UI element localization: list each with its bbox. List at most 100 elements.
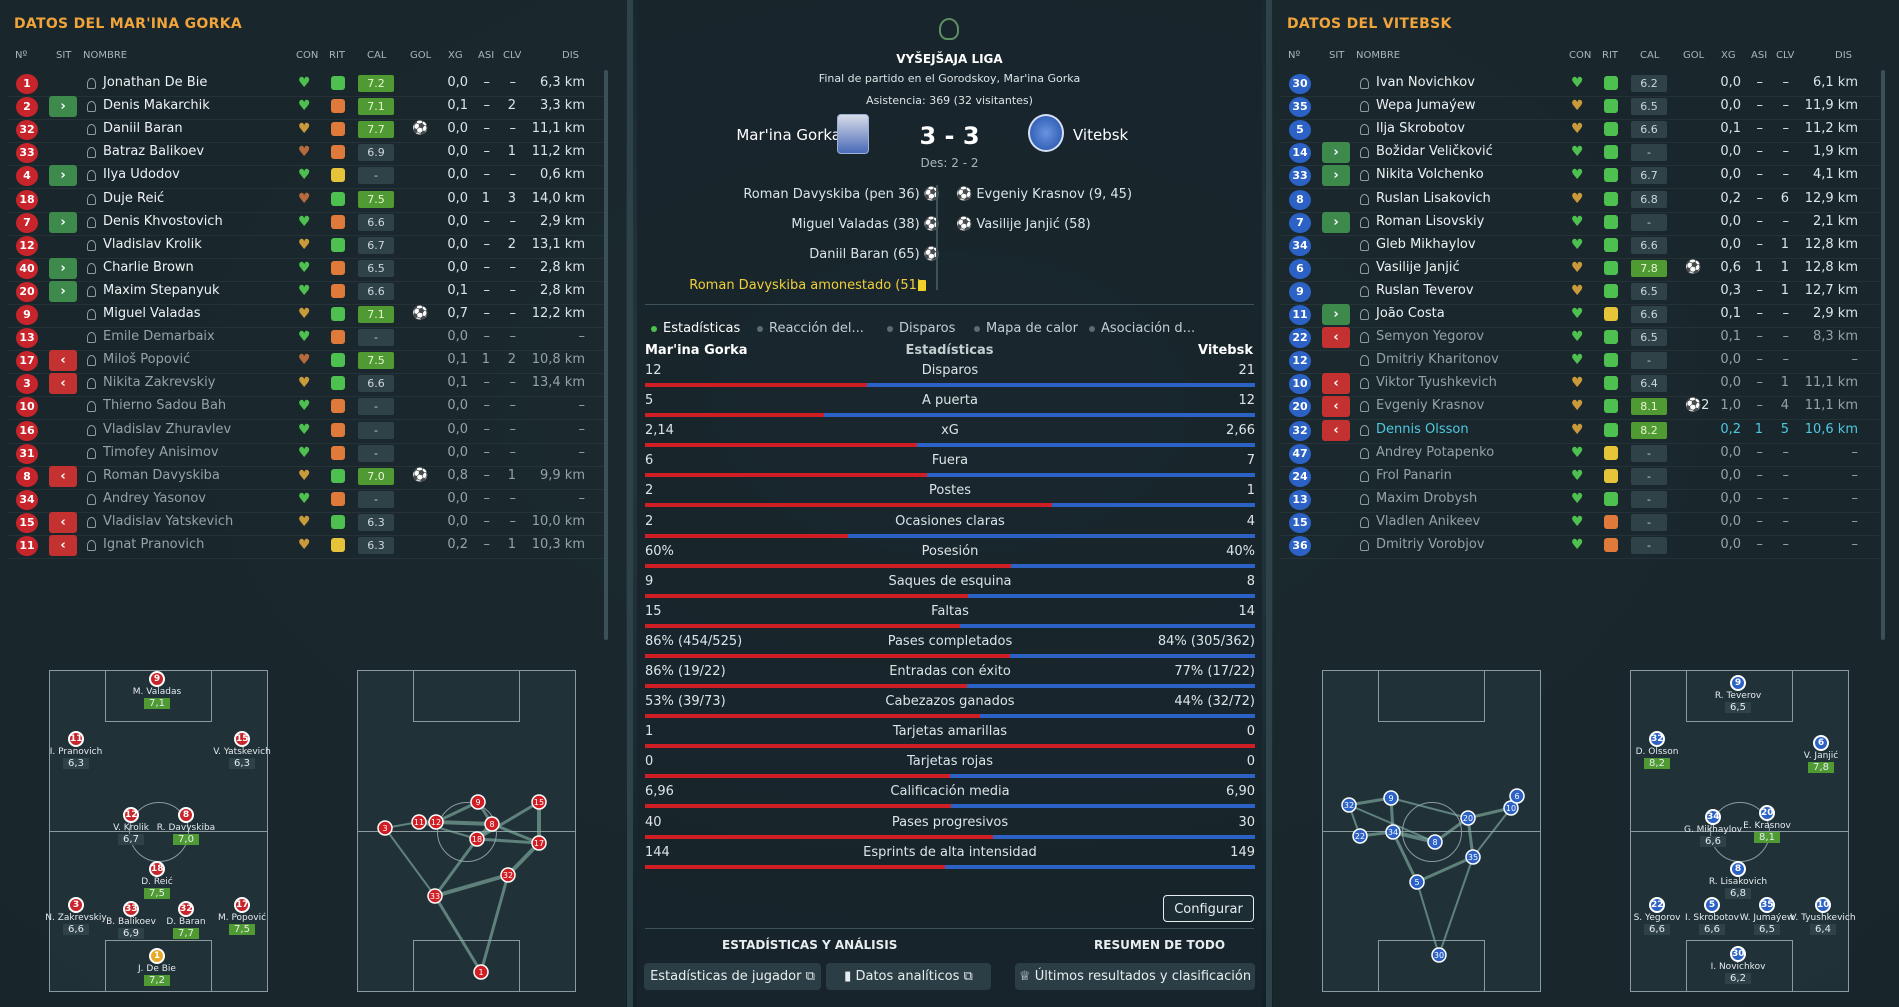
table-row[interactable]: 18 Duje Reić ♥ 7.5 0,0 1 3 14,0 km — [0, 186, 620, 214]
table-row[interactable]: 34 Andrey Yasonov ♥ -0,0– – – — [0, 486, 620, 514]
formation-player[interactable]: 32 D. Olsson 8,2 — [1617, 731, 1697, 769]
analytics-data-button[interactable]: ▮ Datos analíticos ⧉ — [826, 963, 991, 990]
player-name[interactable]: Denis Khvostovich — [103, 213, 223, 229]
player-name[interactable]: Jonathan De Bie — [103, 75, 208, 90]
network-node[interactable]: 34 — [1385, 824, 1401, 840]
table-row[interactable]: 7 › Denis Khvostovich ♥ 6.6 0,0– –2,9 km — [0, 209, 620, 237]
player-name[interactable]: Emile Demarbaix — [103, 329, 215, 345]
player-name[interactable]: Vladislav Yatskevich — [103, 513, 234, 529]
player-name[interactable]: Miguel Valadas — [103, 306, 201, 321]
col-no[interactable]: Nº — [15, 50, 28, 61]
player-name[interactable]: Timofey Anisimov — [103, 444, 219, 460]
formation-player[interactable]: 3 N. Zakrevskiy 6,6 — [36, 897, 116, 935]
col-gol[interactable]: GOL — [410, 50, 432, 61]
table-row[interactable]: 15 Vladlen Anikeev ♥ -0,0– – – — [1273, 509, 1893, 537]
network-node[interactable]: 33 — [427, 888, 443, 904]
table-row[interactable]: 33 Batraz Balikoev ♥ 6.9 0,0–1 11,2 km — [0, 139, 620, 167]
table-row[interactable]: 30 Ivan Novichkov ♥ 6.2 0,0– –6,1 km — [1273, 70, 1893, 98]
formation-player[interactable]: 6 V. Janjić 7,8 — [1781, 735, 1861, 773]
formation-player[interactable]: 8 R. Lisakovich 6,8 — [1698, 861, 1778, 899]
player-name[interactable]: Andrey Potapenko — [1376, 444, 1495, 460]
player-name[interactable]: Ruslan Teverov — [1376, 282, 1474, 298]
player-name[interactable]: Duje Reić — [103, 190, 165, 206]
table-row[interactable]: 5 Ilja Skrobotov ♥ 6.6 0,1– –11,2 km — [1273, 116, 1893, 144]
table-row[interactable]: 32 Daniil Baran ♥ 7.7 ⚽ 0,0– –11,1 km — [0, 116, 620, 144]
col-gol[interactable]: GOL — [1683, 50, 1705, 61]
player-name[interactable]: Dmitriy Vorobjov — [1376, 537, 1485, 552]
player-name[interactable]: Ivan Novichkov — [1376, 75, 1475, 90]
player-name[interactable]: Andrey Yasonov — [103, 490, 206, 506]
player-stats-button[interactable]: Estadísticas de jugador ⧉ — [644, 963, 821, 990]
table-row[interactable]: 10 Thierno Sadou Bah ♥ -0,0– – – — [0, 393, 620, 421]
formation-player[interactable]: 9 R. Teverov 6,5 — [1698, 675, 1778, 713]
tab-mapa-calor[interactable]: Mapa de calor — [974, 321, 1078, 336]
player-name[interactable]: Charlie Brown — [103, 259, 194, 275]
player-name[interactable]: Roman Davyskiba — [103, 467, 220, 483]
player-name[interactable]: Thierno Sadou Bah — [103, 398, 227, 414]
col-sit[interactable]: SIT — [56, 50, 72, 61]
table-row[interactable]: 35 Wepa Jumaýew ♥ 6.5 0,0– –11,9 km — [1273, 93, 1893, 121]
network-node[interactable]: 32 — [500, 867, 516, 883]
formation-player[interactable]: 33 B. Balikoev 6,9 — [91, 901, 171, 939]
table-row[interactable]: 1 Jonathan De Bie ♥ 7.2 0,0– –6,3 km — [0, 70, 620, 98]
table-row[interactable]: 9 Ruslan Teverov ♥ 6.5 0,3–1 12,7 km — [1273, 278, 1893, 306]
table-row[interactable]: 16 Vladislav Zhuravlev ♥ -0,0– – – — [0, 417, 620, 445]
formation-player[interactable]: 8 R. Davyskiba 7,0 — [146, 807, 226, 845]
player-name[interactable]: Vasilije Janjić — [1376, 259, 1460, 275]
col-asi[interactable]: ASI — [1751, 50, 1768, 61]
col-sit[interactable]: SIT — [1329, 50, 1345, 61]
player-name[interactable]: Maxim Drobysh — [1376, 490, 1478, 506]
formation-player[interactable]: 34 G. Mikhaylov 6,6 — [1673, 809, 1753, 847]
player-name[interactable]: Vladislav Zhuravlev — [103, 421, 232, 437]
table-row[interactable]: 11 › João Costa ♥ 6.6 0,1– –2,9 km — [1273, 301, 1893, 329]
table-row[interactable]: 13 Emile Demarbaix ♥ -0,0– – – — [0, 324, 620, 352]
col-cal[interactable]: CAL — [367, 50, 387, 61]
formation-player[interactable]: 17 M. Popović 7,5 — [202, 897, 282, 935]
network-node[interactable]: 15 — [531, 794, 547, 810]
table-row[interactable]: 12 Dmitriy Kharitonov ♥ -0,0– – – — [1273, 347, 1893, 375]
formation-player[interactable]: 11 I. Pranovich 6,3 — [36, 731, 116, 769]
formation-player[interactable]: 20 E. Krasnov 8,1 — [1727, 805, 1807, 843]
network-node[interactable]: 1 — [473, 964, 489, 980]
table-row[interactable]: 8 ‹ Roman Davyskiba ♥ 7.0 ⚽ 0,8–1 9,9 km — [0, 463, 620, 491]
table-row[interactable]: 32 ‹ Dennis Olsson ♥ 8.2 0,2 1 5 10,6 km — [1273, 417, 1893, 445]
col-con[interactable]: CON — [296, 50, 319, 61]
network-node[interactable]: 5 — [1409, 874, 1425, 890]
player-name[interactable]: Nikita Zakrevskiy — [103, 375, 216, 391]
formation-player[interactable]: 5 I. Skrobotov 6,6 — [1672, 897, 1752, 935]
player-name[interactable]: Ruslan Lisakovich — [1376, 190, 1491, 206]
col-xg[interactable]: XG — [448, 50, 463, 61]
player-name[interactable]: Dennis Olsson — [1376, 421, 1469, 437]
configure-button[interactable]: Configurar — [1163, 895, 1254, 922]
results-table-button[interactable]: ♕ Últimos resultados y clasificación — [1015, 963, 1255, 990]
table-row[interactable]: 40 › Charlie Brown ♥ 6.5 0,0– –2,8 km — [0, 255, 620, 283]
player-name[interactable]: Božidar Veličković — [1376, 144, 1493, 160]
table-row[interactable]: 3 ‹ Nikita Zakrevskiy ♥ 6.6 0,1– –13,4 km — [0, 370, 620, 398]
player-name[interactable]: Ilja Skrobotov — [1376, 121, 1465, 137]
tab-disparos[interactable]: Disparos — [887, 321, 955, 336]
col-xg[interactable]: XG — [1721, 50, 1736, 61]
goal-event[interactable]: Miguel Valadas (38) ⚽ — [791, 217, 940, 232]
network-node[interactable]: 22 — [1352, 828, 1368, 844]
table-row[interactable]: 33 › Nikita Volchenko ♥ 6.7 0,0– –4,1 km — [1273, 162, 1893, 190]
player-name[interactable]: Ignat Pranovich — [103, 537, 205, 552]
network-node[interactable]: 8 — [484, 816, 500, 832]
table-row[interactable]: 14 › Božidar Veličković ♥ -0,0– –1,9 km — [1273, 139, 1893, 167]
table-row[interactable]: 47 Andrey Potapenko ♥ -0,0– – – — [1273, 440, 1893, 468]
formation-player[interactable]: 30 I. Novichkov 6,2 — [1698, 946, 1778, 984]
table-row[interactable]: 17 ‹ Miloš Popović ♥ 7.5 0,1 1 2 10,8 km — [0, 347, 620, 375]
network-node[interactable]: 9 — [470, 794, 486, 810]
col-dis[interactable]: DIS — [562, 50, 579, 61]
goal-event[interactable]: Daniil Baran (65) ⚽ — [809, 247, 940, 262]
player-name[interactable]: Dmitriy Kharitonov — [1376, 352, 1499, 368]
player-name[interactable]: Viktor Tyushkevich — [1376, 375, 1497, 391]
network-node[interactable]: 3 — [377, 820, 393, 836]
player-name[interactable]: Vladlen Anikeev — [1376, 513, 1481, 529]
table-row[interactable]: 24 Frol Panarin ♥ -0,0– – – — [1273, 463, 1893, 491]
formation-player[interactable]: 9 M. Valadas 7,1 — [117, 671, 197, 709]
formation-player[interactable]: 22 S. Yegorov 6,6 — [1617, 897, 1697, 935]
table-row[interactable]: 11 ‹ Ignat Pranovich ♥ 6.3 0,2– 1 10,3 km — [0, 532, 620, 560]
player-name[interactable]: Ilya Udodov — [103, 167, 180, 183]
network-node[interactable]: 35 — [1465, 849, 1481, 865]
network-node[interactable]: 11 — [411, 814, 427, 830]
